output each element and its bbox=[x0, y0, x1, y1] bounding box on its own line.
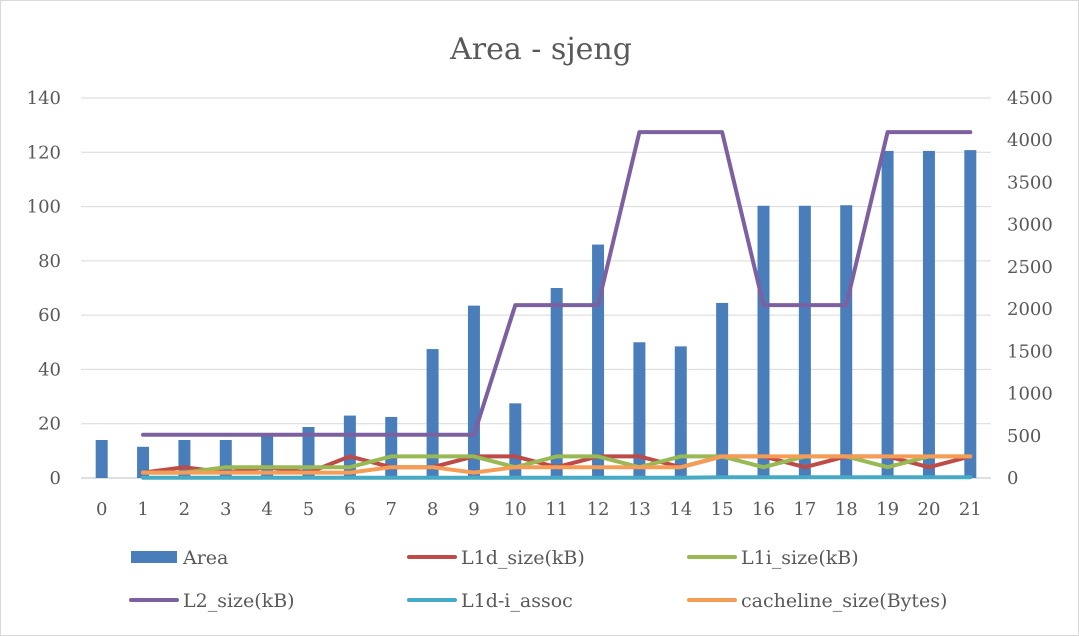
bar-area bbox=[716, 302, 729, 478]
right-axis-tick-label: 1000 bbox=[1007, 384, 1053, 405]
left-axis-tick-label: 140 bbox=[27, 88, 61, 109]
x-axis-tick-label: 1 bbox=[137, 499, 148, 520]
right-axis-tick-label: 4000 bbox=[1007, 130, 1053, 151]
bar-area bbox=[592, 244, 605, 478]
legend-swatch-area bbox=[131, 551, 177, 563]
right-axis-tick-label: 1500 bbox=[1007, 341, 1053, 362]
bar-area bbox=[343, 415, 356, 478]
bar-area bbox=[550, 288, 563, 478]
left-axis-tick-label: 80 bbox=[38, 251, 61, 272]
bar-area bbox=[881, 150, 894, 478]
bar-area bbox=[757, 205, 770, 478]
bar-area bbox=[385, 416, 398, 478]
bar-area bbox=[426, 349, 439, 478]
bar-area bbox=[674, 346, 687, 478]
bar-area bbox=[964, 150, 977, 478]
x-axis-tick-label: 9 bbox=[468, 499, 479, 520]
x-axis-tick-label: 19 bbox=[876, 499, 899, 520]
legend-label-l2-size-kb: L2_size(kB) bbox=[183, 590, 295, 612]
x-axis-tick-label: 20 bbox=[918, 499, 941, 520]
line-series-l2-size-kb bbox=[141, 130, 973, 437]
right-axis-tick-label: 500 bbox=[1007, 426, 1041, 447]
x-axis-tick-label: 0 bbox=[96, 499, 107, 520]
legend-label-cacheline-size-bytes: cacheline_size(Bytes) bbox=[741, 590, 947, 612]
bar-series-area bbox=[95, 150, 977, 478]
line-series-group bbox=[141, 130, 973, 480]
left-y-axis: 0 20 40 60 80 100 120 140 bbox=[27, 88, 61, 489]
bar-area bbox=[467, 305, 480, 478]
x-axis-tick-label: 14 bbox=[669, 499, 692, 520]
right-axis-tick-label: 3000 bbox=[1007, 215, 1053, 236]
x-axis: 0 1 2 3 4 5 6 7 8 9 10 11 12 13 14 15 16 17 18 19 20 21 bbox=[96, 499, 982, 520]
right-axis-tick-label: 2000 bbox=[1007, 299, 1053, 320]
x-axis-tick-label: 11 bbox=[545, 499, 568, 520]
grid-lines bbox=[81, 97, 991, 479]
legend: Area L1d_size(kB) L1i_size(kB) L2_size(kB) L… bbox=[129, 547, 947, 612]
x-axis-tick-label: 21 bbox=[959, 499, 982, 520]
line-series-l1d-i-assoc bbox=[141, 475, 973, 480]
right-axis-tick-label: 2500 bbox=[1007, 257, 1053, 278]
x-axis-tick-label: 16 bbox=[752, 499, 775, 520]
x-axis-tick-label: 13 bbox=[628, 499, 651, 520]
x-axis-tick-label: 15 bbox=[711, 499, 734, 520]
chart-title: Area - sjeng bbox=[449, 32, 632, 67]
left-axis-tick-label: 40 bbox=[38, 359, 61, 380]
x-axis-tick-label: 2 bbox=[179, 499, 190, 520]
left-axis-tick-label: 120 bbox=[27, 142, 61, 163]
line-series-cacheline-size-bytes bbox=[141, 454, 973, 475]
left-axis-tick-label: 60 bbox=[38, 305, 61, 326]
bar-area bbox=[633, 342, 646, 478]
bar-area bbox=[922, 150, 935, 478]
legend-label-l1i-size-kb: L1i_size(kB) bbox=[741, 547, 859, 569]
right-axis-tick-label: 3500 bbox=[1007, 172, 1053, 193]
x-axis-tick-label: 7 bbox=[386, 499, 397, 520]
legend-label-l1d-i-assoc: L1d-i_assoc bbox=[461, 590, 573, 612]
x-axis-tick-label: 5 bbox=[303, 499, 314, 520]
bar-area bbox=[509, 403, 522, 478]
legend-label-l1d-size-kb: L1d_size(kB) bbox=[461, 547, 585, 569]
bar-area bbox=[95, 440, 108, 478]
right-axis-tick-label: 0 bbox=[1007, 468, 1018, 489]
right-y-axis: 0 500 1000 1500 2000 2500 3000 3500 4000 4500 bbox=[1007, 88, 1053, 489]
bar-area bbox=[798, 205, 811, 478]
left-axis-tick-label: 100 bbox=[27, 197, 61, 218]
x-axis-tick-label: 17 bbox=[793, 499, 816, 520]
left-axis-tick-label: 0 bbox=[50, 468, 61, 489]
x-axis-tick-label: 18 bbox=[835, 499, 858, 520]
bar-area bbox=[840, 205, 853, 478]
x-axis-tick-label: 12 bbox=[587, 499, 610, 520]
legend-label-area: Area bbox=[182, 547, 228, 569]
x-axis-tick-label: 8 bbox=[427, 499, 438, 520]
x-axis-tick-label: 6 bbox=[344, 499, 355, 520]
x-axis-tick-label: 10 bbox=[504, 499, 527, 520]
right-axis-tick-label: 4500 bbox=[1007, 88, 1053, 109]
x-axis-tick-label: 4 bbox=[261, 499, 272, 520]
x-axis-tick-label: 3 bbox=[220, 499, 231, 520]
left-axis-tick-label: 20 bbox=[38, 414, 61, 435]
